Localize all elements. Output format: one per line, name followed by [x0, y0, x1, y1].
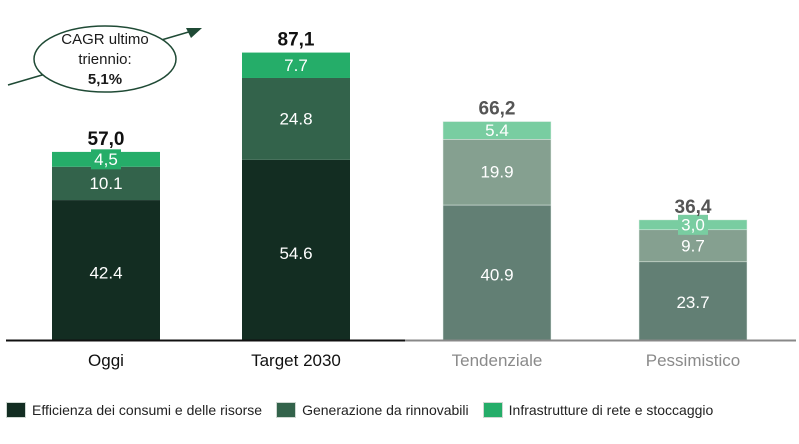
- category-label: Target 2030: [251, 351, 341, 370]
- legend-swatch: [6, 402, 26, 418]
- bars-group: 42.4 10.1 4,557,0 54.6 24.8 7.7 87,1 40.9 19.9 5.…: [52, 30, 748, 341]
- segment-value-label: 7.7: [284, 56, 308, 75]
- bar-segment-2-2: [242, 77, 350, 160]
- segment-value-label: 24.8: [279, 109, 312, 128]
- legend-item: Generazione da rinnovabili: [276, 402, 469, 418]
- label-bg: [91, 149, 121, 170]
- category-label: Pessimistico: [646, 351, 740, 370]
- bar-segment-2-1: [52, 166, 160, 201]
- cagr-callout: CAGR ultimo triennio: 5,1%: [7, 25, 202, 93]
- callout-ellipse: [33, 25, 177, 93]
- total-label: 87,1: [278, 30, 315, 51]
- bar-segment-3-2: [242, 52, 350, 78]
- callout-text-line: 5,1%: [88, 71, 122, 88]
- legend-swatch: [276, 402, 297, 418]
- callout-text-line: CAGR ultimo: [61, 31, 149, 48]
- callout-text-line: triennio:: [78, 51, 131, 68]
- label-bg: [678, 214, 708, 235]
- bar-segment-1-4: [638, 261, 748, 341]
- x-axis: Oggi Target 2030 Tendenziale Pessimistico: [6, 339, 796, 370]
- bar-segment-1-3: [442, 204, 552, 341]
- bar-segment-3-3: [442, 121, 552, 140]
- legend-item: Infrastrutture di rete e stoccaggio: [482, 402, 714, 418]
- segment-value-label: 9.7: [681, 236, 705, 255]
- bar-segment-2-4: [638, 229, 748, 263]
- legend: Efficienza dei consumi e delle risorse Ge…: [6, 402, 727, 418]
- legend-item: Efficienza dei consumi e delle risorse: [6, 402, 262, 418]
- total-label: 36,4: [675, 197, 712, 218]
- segment-value-label: 40.9: [480, 266, 513, 285]
- total-label: 57,0: [88, 129, 125, 150]
- legend-label: Generazione da rinnovabili: [302, 402, 469, 418]
- segment-value-label: 5.4: [485, 121, 509, 140]
- segment-value-label: 23.7: [676, 293, 709, 312]
- legend-swatch: [482, 402, 503, 418]
- bar-segment-1-2: [242, 159, 350, 340]
- total-label: 66,2: [479, 99, 516, 120]
- segment-value-label: 19.9: [480, 163, 513, 182]
- segment-value-label: 54.6: [279, 244, 312, 263]
- bar-segment-1-1: [52, 200, 160, 340]
- stacked-bar-chart: 42.4 10.1 4,557,0 54.6 24.8 7.7 87,1 40.9 19.9 5.…: [6, 25, 796, 370]
- arrow-head-icon: [186, 28, 202, 38]
- category-label: Oggi: [88, 351, 124, 370]
- segment-value-label: 42.4: [89, 263, 122, 282]
- legend-label: Infrastrutture di rete e stoccaggio: [508, 402, 714, 418]
- bar-segment-2-3: [442, 139, 552, 206]
- category-label: Tendenziale: [452, 351, 543, 370]
- segment-value-label: 4,5: [94, 150, 118, 169]
- segment-value-label: 10.1: [89, 174, 122, 193]
- legend-label: Efficienza dei consumi e delle risorse: [32, 402, 263, 418]
- segment-value-label: 3,0: [681, 215, 705, 234]
